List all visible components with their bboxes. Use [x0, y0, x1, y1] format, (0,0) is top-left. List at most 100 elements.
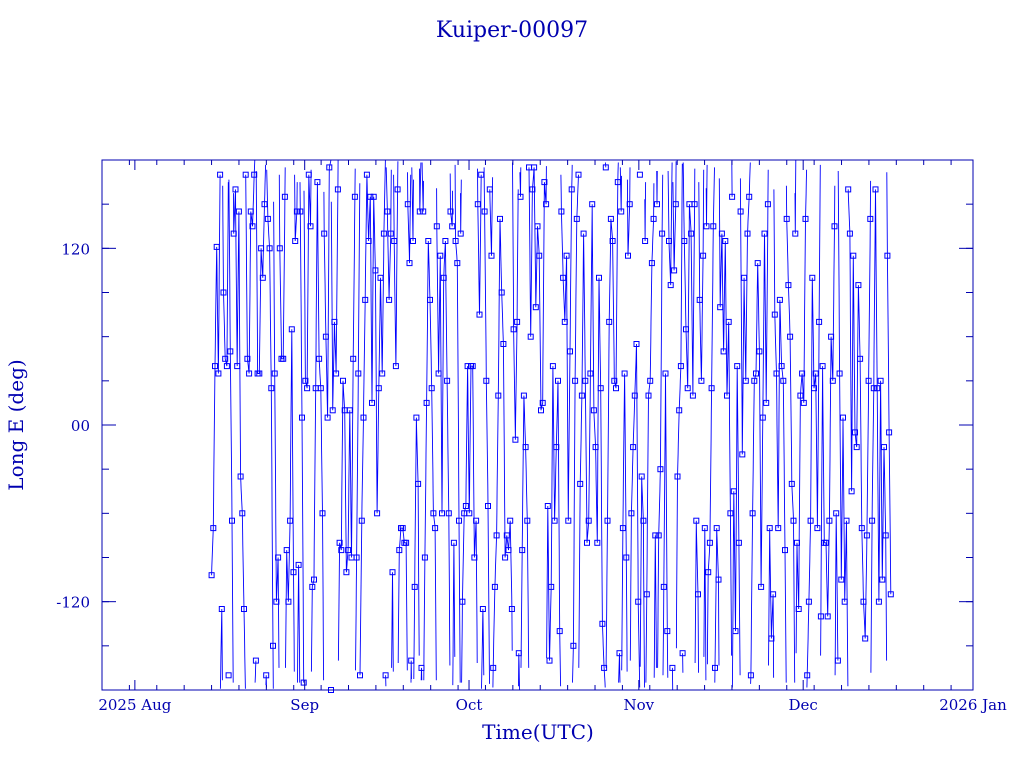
data-point [706, 539, 713, 546]
data-point [517, 193, 524, 200]
data-point [454, 260, 461, 267]
data-point [466, 510, 473, 517]
data-point [800, 399, 807, 406]
data-point [862, 635, 869, 642]
data-point [340, 377, 346, 384]
data-point [333, 370, 340, 377]
data-point [300, 679, 307, 686]
data-point [544, 503, 551, 509]
data-point [225, 672, 232, 679]
data-point [372, 267, 379, 274]
data-point [776, 296, 783, 303]
data-point [674, 473, 681, 480]
x-tick-label: 2026 Jan [939, 696, 1007, 714]
data-point [293, 208, 300, 215]
y-tick-label: 00 [71, 417, 90, 435]
data-point [452, 238, 459, 244]
data-point [498, 289, 505, 296]
data-point [304, 385, 311, 392]
data-point [814, 525, 821, 532]
data-point [623, 554, 630, 561]
data-point [473, 517, 480, 524]
data-point [857, 355, 864, 362]
data-point [334, 186, 341, 193]
data-point [601, 664, 608, 671]
data-point [427, 296, 433, 303]
data-point [346, 407, 353, 414]
data-point [229, 517, 235, 524]
data-point [261, 201, 268, 208]
data-point [567, 348, 573, 355]
data-point [406, 260, 413, 267]
data-point [879, 576, 886, 583]
data-point [442, 238, 449, 244]
data-point [561, 318, 568, 325]
data-point [701, 525, 708, 532]
data-point [299, 414, 305, 421]
data-point [705, 569, 712, 576]
data-point [355, 370, 362, 377]
data-point [747, 672, 754, 679]
data-point [549, 363, 556, 370]
data-point [845, 186, 852, 193]
data-point [539, 399, 546, 406]
data-point [848, 488, 855, 495]
data-point [696, 296, 703, 303]
data-point [836, 370, 843, 377]
data-point [570, 642, 577, 649]
data-point [877, 377, 884, 384]
data-point [633, 341, 640, 347]
data-point [666, 238, 672, 244]
data-point [363, 171, 370, 178]
data-point [749, 510, 756, 517]
data-point [237, 473, 244, 480]
data-point [548, 583, 555, 590]
data-point [824, 613, 831, 620]
data-point [421, 554, 428, 561]
data-point [524, 517, 531, 524]
data-point [263, 672, 270, 679]
data-point [659, 230, 666, 237]
data-point [688, 230, 695, 237]
data-point [433, 223, 440, 230]
data-point [345, 547, 352, 554]
data-point [241, 606, 247, 612]
data-point [853, 444, 860, 451]
data-point [764, 201, 771, 208]
data-point [715, 576, 722, 583]
data-point [459, 598, 466, 605]
data-point [577, 480, 584, 487]
x-tick-label: Oct [456, 696, 483, 714]
data-point [565, 517, 572, 524]
data-point [590, 407, 597, 414]
data-point [416, 208, 423, 215]
data-point [483, 377, 490, 384]
data-point [560, 274, 567, 281]
data-point [543, 201, 550, 208]
data-point [681, 238, 688, 244]
x-tick-label: Sep [290, 696, 319, 714]
data-point [771, 311, 778, 318]
data-point [212, 363, 218, 370]
data-point [281, 193, 288, 200]
data-point [505, 547, 512, 554]
data-point [563, 252, 570, 259]
data-point [811, 385, 817, 392]
data-point [568, 186, 575, 193]
data-point [532, 304, 539, 311]
data-point [587, 370, 594, 377]
data-point [788, 480, 795, 487]
axis-ticks: 2025 Aug Sep Oct Nov Dec 2026 Jan 120 00 -120 [56, 160, 1007, 714]
data-point [232, 186, 239, 193]
data-point [860, 598, 867, 605]
data-point [449, 223, 456, 230]
data-point [604, 517, 611, 524]
data-point [357, 672, 363, 679]
data-point [647, 377, 654, 384]
data-point [689, 392, 696, 399]
data-point [602, 164, 609, 171]
data-point [314, 179, 321, 186]
data-point [317, 385, 324, 392]
data-point [790, 517, 797, 524]
data-point [336, 539, 343, 546]
